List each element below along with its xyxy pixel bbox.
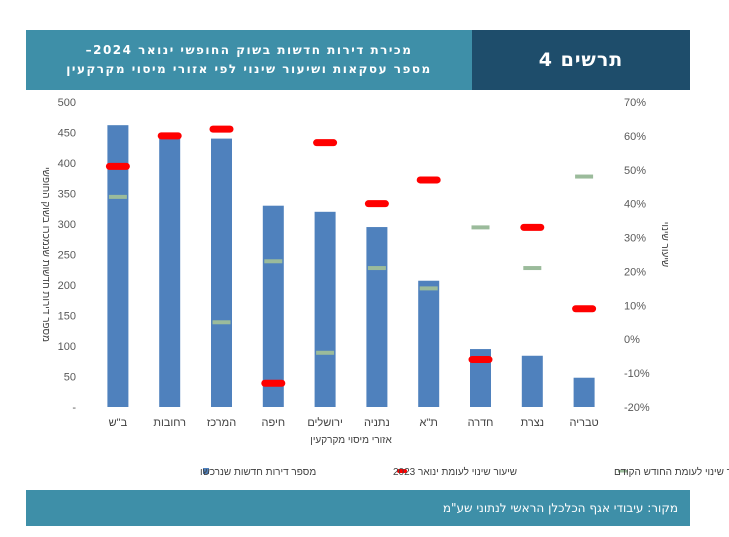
- marker-yoy: [572, 305, 597, 313]
- axis-ticks: 500 450 400 350 300 250 200 150 100 50 - 70% 60% 50% 4…: [58, 97, 650, 414]
- marker-mom: [419, 286, 438, 291]
- marker-series: [105, 125, 597, 387]
- y2-tick-label: 10%: [624, 300, 646, 312]
- bar: [470, 349, 491, 407]
- marker-yoy: [313, 139, 338, 147]
- bar: [521, 355, 543, 407]
- marker-mom: [523, 266, 542, 271]
- y-tick-label: 450: [58, 128, 76, 140]
- y-tick-label: 100: [58, 341, 76, 353]
- y-tick-label: 350: [58, 189, 76, 201]
- marker-mom: [108, 194, 127, 199]
- y2-tick-label: 20%: [624, 266, 646, 278]
- marker-yoy: [157, 132, 182, 140]
- bar: [314, 211, 336, 407]
- y-tick-label: 200: [58, 280, 76, 292]
- category-label: ת"א: [419, 417, 437, 429]
- category-label: חיפה: [262, 417, 286, 429]
- y-tick-label: 250: [58, 250, 76, 262]
- y2-tick-label: 0%: [624, 334, 640, 346]
- category-label: נצרת: [521, 417, 544, 429]
- marker-yoy: [520, 223, 545, 231]
- legend-label: שיעור שינוי לעומת ינואר 2023: [393, 466, 517, 478]
- category-label: רחובות: [153, 417, 186, 429]
- marker-mom: [212, 320, 231, 325]
- y2-tick-label: -20%: [624, 402, 650, 414]
- y-tick-label: -: [72, 402, 76, 414]
- y2-tick-label: 70%: [624, 97, 646, 109]
- bar: [418, 280, 440, 407]
- marker-yoy: [261, 379, 286, 387]
- category-label: חדרה: [468, 417, 494, 429]
- marker-yoy: [105, 162, 130, 170]
- marker-mom: [471, 225, 490, 230]
- y2-tick-label: 50%: [624, 165, 646, 177]
- legend-label: שיעור שינוי לעומת החודש הקודם: [614, 466, 729, 478]
- legend-swatch-mom: [618, 470, 628, 473]
- chart-title-line2: מספר עסקאות ושיעור שינוי לפי אזורי מיסוי…: [66, 62, 432, 76]
- legend-label: מספר דירות חדשות שנרכשו: [200, 467, 316, 478]
- y2-tick-label: -10%: [624, 368, 650, 380]
- marker-yoy: [416, 176, 441, 184]
- marker-yoy: [468, 356, 493, 364]
- bar: [211, 138, 232, 407]
- bar-series: [107, 125, 595, 408]
- category-label: המרכז: [207, 417, 236, 429]
- bar: [573, 377, 595, 407]
- category-label: ב"ש: [109, 417, 128, 429]
- x-axis-title: אזורי מיסוי מקרקעין: [310, 435, 392, 446]
- marker-yoy: [209, 125, 234, 133]
- legend: מספר דירות חדשות שנרכשו שיעור שינוי לעומת…: [200, 466, 729, 478]
- y-tick-label: 150: [58, 311, 76, 323]
- category-label: נתניה: [364, 417, 390, 429]
- y2-tick-label: 30%: [624, 233, 646, 245]
- chart-title: מכירת דירות חדשות בשוק החופשי ינואר 2024…: [26, 30, 472, 90]
- figure-label: תרשים 4: [472, 30, 690, 90]
- bar: [262, 205, 284, 407]
- category-label: ירושלים: [307, 416, 343, 429]
- y-tick-label: 400: [58, 158, 76, 170]
- y-tick-label: 300: [58, 219, 76, 231]
- y-axis-title: מספר דירות חדשות שנמכרו בשוק החופשי: [40, 167, 51, 342]
- marker-mom: [264, 259, 283, 264]
- chart-title-line1: מכירת דירות חדשות בשוק החופשי ינואר 2024…: [85, 43, 413, 57]
- legend-swatch-yoy: [397, 469, 407, 473]
- category-labels: ב"ש רחובות המרכז חיפה ירושלים נתניה ת"א חדרה נצר…: [109, 416, 599, 429]
- bar: [159, 138, 181, 407]
- marker-yoy: [364, 200, 389, 208]
- y2-axis-title: שיעור שינוי: [659, 222, 670, 267]
- y2-tick-label: 40%: [624, 199, 646, 211]
- marker-mom: [575, 174, 594, 179]
- marker-mom: [316, 350, 335, 355]
- y-tick-label: 500: [58, 97, 76, 109]
- source-note: מקור: עיבודי אגף הכלכלן הראשי לנתוני שע"…: [26, 490, 690, 526]
- legend-swatch-bar: [203, 468, 209, 474]
- y-tick-label: 50: [64, 372, 76, 384]
- bar: [366, 227, 388, 407]
- y2-tick-label: 60%: [624, 131, 646, 143]
- marker-mom: [367, 266, 386, 271]
- category-label: טבריה: [569, 417, 598, 429]
